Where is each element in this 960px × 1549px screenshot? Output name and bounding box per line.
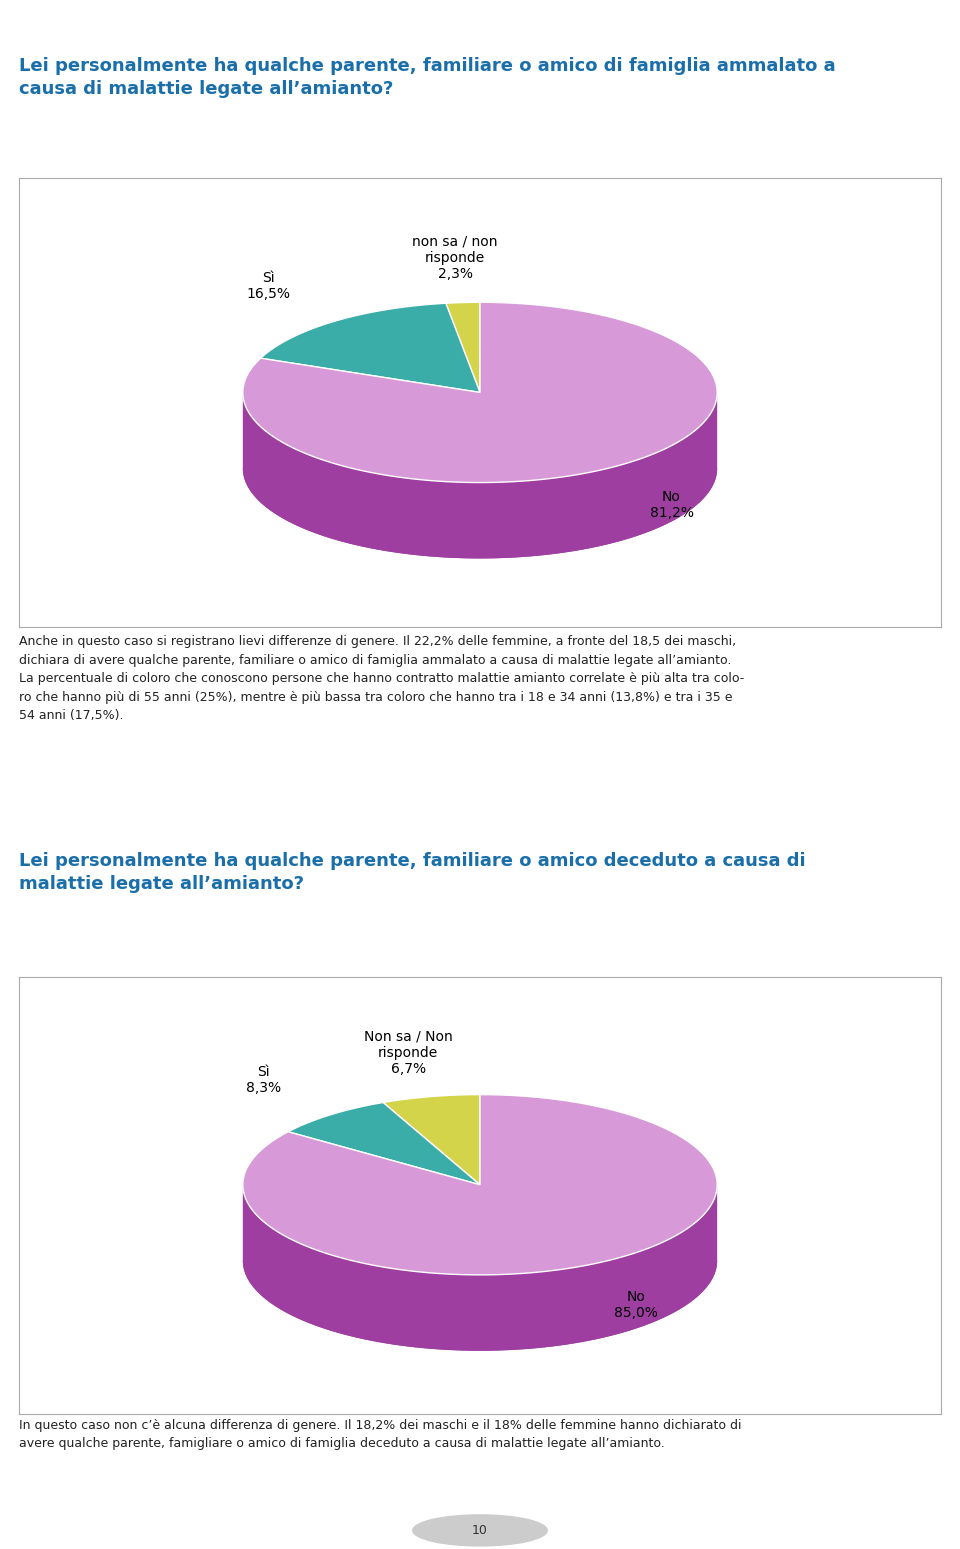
Polygon shape [243, 392, 717, 559]
Text: Sì
8,3%: Sì 8,3% [246, 1064, 281, 1095]
Text: No
85,0%: No 85,0% [614, 1290, 658, 1320]
Polygon shape [243, 1261, 717, 1351]
Text: non sa / non
risponde
2,3%: non sa / non risponde 2,3% [413, 234, 498, 280]
Polygon shape [243, 1095, 717, 1275]
Polygon shape [260, 304, 480, 392]
Polygon shape [445, 302, 480, 392]
Polygon shape [288, 1103, 480, 1185]
Text: In questo caso non c’è alcuna differenza di genere. Il 18,2% dei maschi e il 18%: In questo caso non c’è alcuna differenza… [19, 1419, 742, 1450]
Ellipse shape [413, 1515, 547, 1546]
Polygon shape [243, 1185, 717, 1351]
Text: ΑΕΑ notizie: ΑΕΑ notizie [422, 17, 538, 34]
Text: 10: 10 [472, 1524, 488, 1537]
Text: Lei personalmente ha qualche parente, familiare o amico deceduto a causa di
mala: Lei personalmente ha qualche parente, fa… [19, 852, 805, 892]
Text: Anche in questo caso si registrano lievi differenze di genere. Il 22,2% delle fe: Anche in questo caso si registrano lievi… [19, 635, 744, 722]
Polygon shape [243, 468, 717, 559]
Text: Sì
16,5%: Sì 16,5% [247, 271, 290, 301]
Text: Lei personalmente ha qualche parente, familiare o amico di famiglia ammalato a
c: Lei personalmente ha qualche parente, fa… [19, 57, 836, 98]
Polygon shape [383, 1095, 480, 1185]
Polygon shape [243, 302, 717, 483]
Text: No
81,2%: No 81,2% [650, 489, 693, 520]
Text: Non sa / Non
risponde
6,7%: Non sa / Non risponde 6,7% [364, 1030, 452, 1075]
